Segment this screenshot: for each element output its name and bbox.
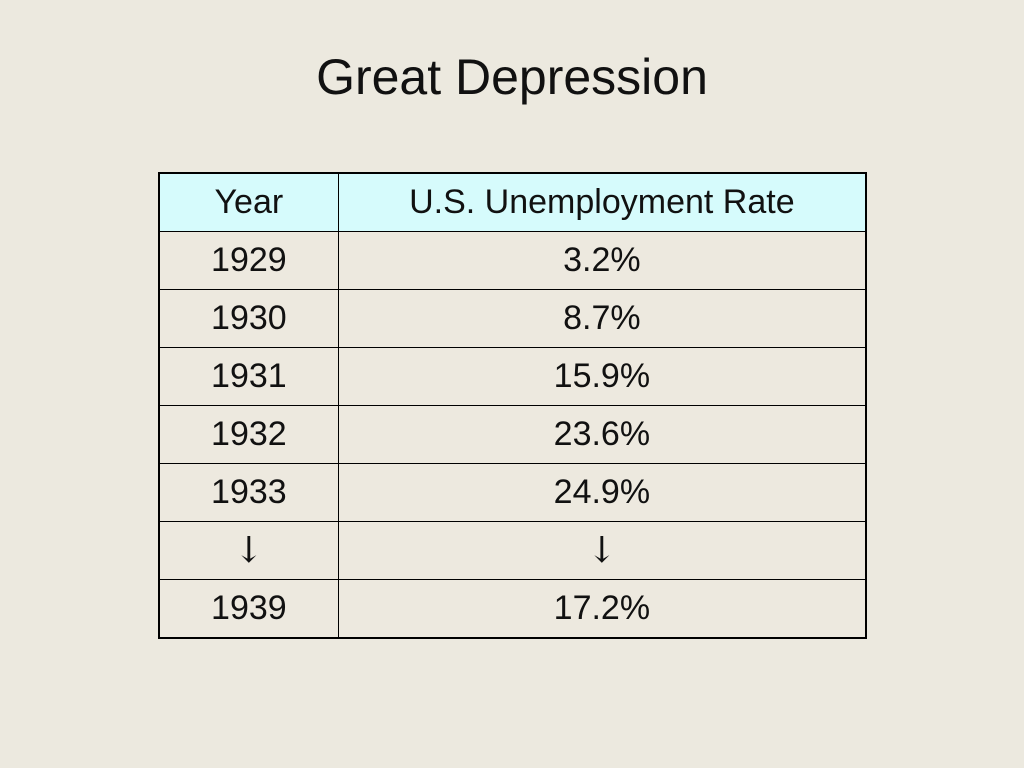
down-arrow-icon: ↓ — [158, 521, 339, 580]
slide-title: Great Depression — [316, 49, 708, 105]
table-row: 1939 17.2% — [158, 579, 867, 639]
year-cell: 1930 — [158, 289, 339, 348]
rate-cell: 23.6% — [337, 405, 867, 464]
down-arrow-icon: ↓ — [337, 521, 867, 580]
table-row: 1933 24.9% — [158, 463, 867, 522]
year-cell: 1929 — [158, 231, 339, 290]
rate-cell: 15.9% — [337, 347, 867, 406]
unemployment-table: Year U.S. Unemployment Rate 1929 3.2% 19… — [158, 172, 867, 639]
table-row: 1930 8.7% — [158, 289, 867, 348]
table-row: 1929 3.2% — [158, 231, 867, 290]
rate-cell: 8.7% — [337, 289, 867, 348]
rate-cell: 3.2% — [337, 231, 867, 290]
year-cell: 1931 — [158, 347, 339, 406]
rate-cell: 17.2% — [337, 579, 867, 639]
table-row-continuation: ↓ ↓ — [158, 521, 867, 580]
year-cell: 1939 — [158, 579, 339, 639]
table-row: 1931 15.9% — [158, 347, 867, 406]
rate-cell: 24.9% — [337, 463, 867, 522]
table-header-row: Year U.S. Unemployment Rate — [158, 172, 867, 232]
year-cell: 1933 — [158, 463, 339, 522]
column-header-rate: U.S. Unemployment Rate — [337, 172, 867, 232]
table-row: 1932 23.6% — [158, 405, 867, 464]
column-header-year: Year — [158, 172, 339, 232]
year-cell: 1932 — [158, 405, 339, 464]
